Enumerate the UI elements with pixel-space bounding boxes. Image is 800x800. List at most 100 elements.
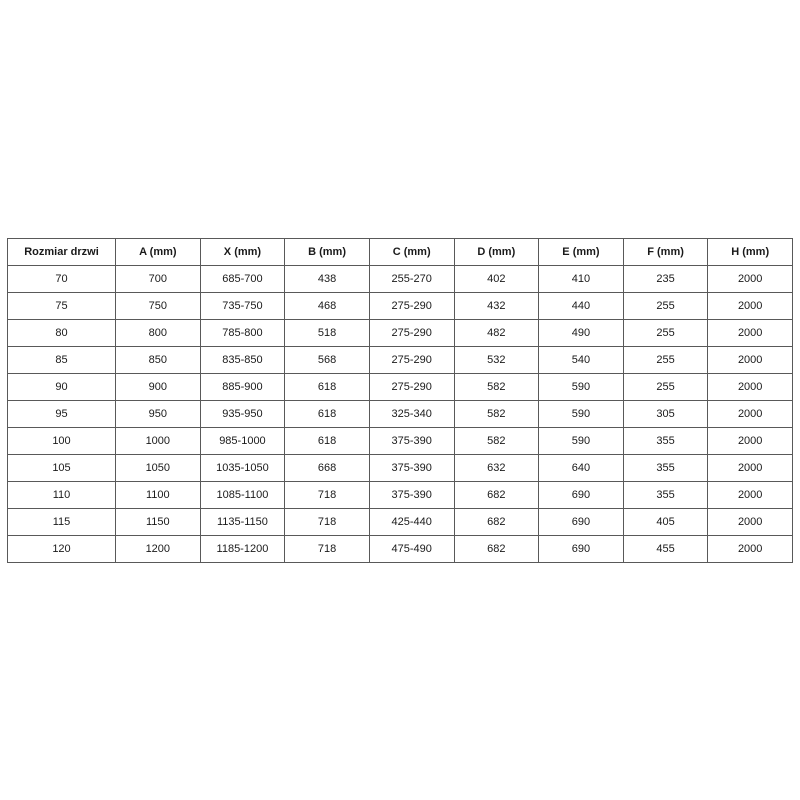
- table-row: 95 950 935-950 618 325-340 582 590 305 2000: [7, 400, 793, 428]
- table-cell: 900: [115, 373, 201, 401]
- table-cell: 682: [453, 481, 540, 509]
- table-cell: 1200: [115, 535, 201, 563]
- table-cell: 275-290: [368, 319, 455, 347]
- table-cell: 355: [622, 427, 709, 455]
- table-cell: 255-270: [368, 265, 455, 293]
- table-cell: 405: [622, 508, 709, 536]
- table-cell: 590: [538, 400, 624, 428]
- table-cell: 618: [284, 400, 370, 428]
- table-cell: 325-340: [368, 400, 455, 428]
- table-cell: 518: [284, 319, 370, 347]
- table-cell: 690: [538, 508, 624, 536]
- column-header-3: B (mm): [284, 238, 370, 266]
- table-cell: 690: [538, 481, 624, 509]
- table-cell: 582: [453, 373, 540, 401]
- table-body: 70 700 685-700 438 255-270 402 410 235 2000 75 750…: [7, 265, 793, 563]
- table-cell: 255: [622, 373, 709, 401]
- table-cell: 690: [538, 535, 624, 563]
- table-cell: 305: [622, 400, 709, 428]
- column-header-8: H (mm): [707, 238, 793, 266]
- table-row: 110 1100 1085-1100 718 375-390 682 690 355 2000: [7, 481, 793, 509]
- table-cell: 2000: [707, 265, 793, 293]
- column-header-0: Rozmiar drzwi: [7, 238, 116, 266]
- table-cell: 440: [538, 292, 624, 320]
- column-header-2: X (mm): [199, 238, 286, 266]
- table-row: 90 900 885-900 618 275-290 582 590 255 2000: [7, 373, 793, 401]
- table-cell: 582: [453, 400, 540, 428]
- table-cell: 455: [622, 535, 709, 563]
- table-cell: 375-390: [368, 481, 455, 509]
- table-cell: 1135-1150: [199, 508, 286, 536]
- table-cell: 735-750: [199, 292, 286, 320]
- table-cell: 800: [115, 319, 201, 347]
- table-cell: 682: [453, 508, 540, 536]
- table-row: 75 750 735-750 468 275-290 432 440 255 2000: [7, 292, 793, 320]
- table-cell: 582: [453, 427, 540, 455]
- column-header-4: C (mm): [368, 238, 455, 266]
- table-cell: 785-800: [199, 319, 286, 347]
- table-cell: 682: [453, 535, 540, 563]
- table-cell: 532: [453, 346, 540, 374]
- table-cell: 985-1000: [199, 427, 286, 455]
- table-cell: 2000: [707, 427, 793, 455]
- table-cell: 935-950: [199, 400, 286, 428]
- table-cell: 100: [7, 427, 116, 455]
- table-cell: 432: [453, 292, 540, 320]
- table-cell: 490: [538, 319, 624, 347]
- table-cell: 1100: [115, 481, 201, 509]
- table-cell: 482: [453, 319, 540, 347]
- table-cell: 1085-1100: [199, 481, 286, 509]
- header-row: Rozmiar drzwi A (mm) X (mm) B (mm) C (mm) D (…: [7, 238, 793, 266]
- table-cell: 425-440: [368, 508, 455, 536]
- table-cell: 2000: [707, 481, 793, 509]
- table-cell: 750: [115, 292, 201, 320]
- table-cell: 2000: [707, 508, 793, 536]
- table-head: Rozmiar drzwi A (mm) X (mm) B (mm) C (mm) D (…: [7, 238, 793, 266]
- table-cell: 275-290: [368, 346, 455, 374]
- table-cell: 70: [7, 265, 116, 293]
- table-cell: 1000: [115, 427, 201, 455]
- table-cell: 255: [622, 292, 709, 320]
- table-cell: 2000: [707, 535, 793, 563]
- table-cell: 375-390: [368, 454, 455, 482]
- table-cell: 402: [453, 265, 540, 293]
- table-cell: 632: [453, 454, 540, 482]
- table-cell: 235: [622, 265, 709, 293]
- column-header-1: A (mm): [115, 238, 201, 266]
- table-cell: 2000: [707, 292, 793, 320]
- table-row: 70 700 685-700 438 255-270 402 410 235 2000: [7, 265, 793, 293]
- table-cell: 255: [622, 319, 709, 347]
- table-row: 105 1050 1035-1050 668 375-390 632 640 355 2000: [7, 454, 793, 482]
- table-row: 120 1200 1185-1200 718 475-490 682 690 455 2000: [7, 535, 793, 563]
- table-cell: 75: [7, 292, 116, 320]
- table-cell: 1185-1200: [199, 535, 286, 563]
- table-cell: 90: [7, 373, 116, 401]
- table-cell: 2000: [707, 346, 793, 374]
- table-cell: 110: [7, 481, 116, 509]
- table-cell: 2000: [707, 454, 793, 482]
- table-cell: 85: [7, 346, 116, 374]
- table-cell: 2000: [707, 319, 793, 347]
- table-cell: 410: [538, 265, 624, 293]
- table-cell: 568: [284, 346, 370, 374]
- table-cell: 2000: [707, 373, 793, 401]
- table-row: 115 1150 1135-1150 718 425-440 682 690 405 2000: [7, 508, 793, 536]
- table-cell: 590: [538, 373, 624, 401]
- table-cell: 375-390: [368, 427, 455, 455]
- table-cell: 475-490: [368, 535, 455, 563]
- table-row: 80 800 785-800 518 275-290 482 490 255 2000: [7, 319, 793, 347]
- table-cell: 540: [538, 346, 624, 374]
- table-cell: 80: [7, 319, 116, 347]
- table-cell: 355: [622, 481, 709, 509]
- table-cell: 590: [538, 427, 624, 455]
- table-cell: 700: [115, 265, 201, 293]
- table-cell: 275-290: [368, 373, 455, 401]
- table-cell: 255: [622, 346, 709, 374]
- table-cell: 668: [284, 454, 370, 482]
- table-cell: 355: [622, 454, 709, 482]
- table-cell: 618: [284, 373, 370, 401]
- table-cell: 885-900: [199, 373, 286, 401]
- column-header-6: E (mm): [538, 238, 624, 266]
- table-cell: 1035-1050: [199, 454, 286, 482]
- table-cell: 640: [538, 454, 624, 482]
